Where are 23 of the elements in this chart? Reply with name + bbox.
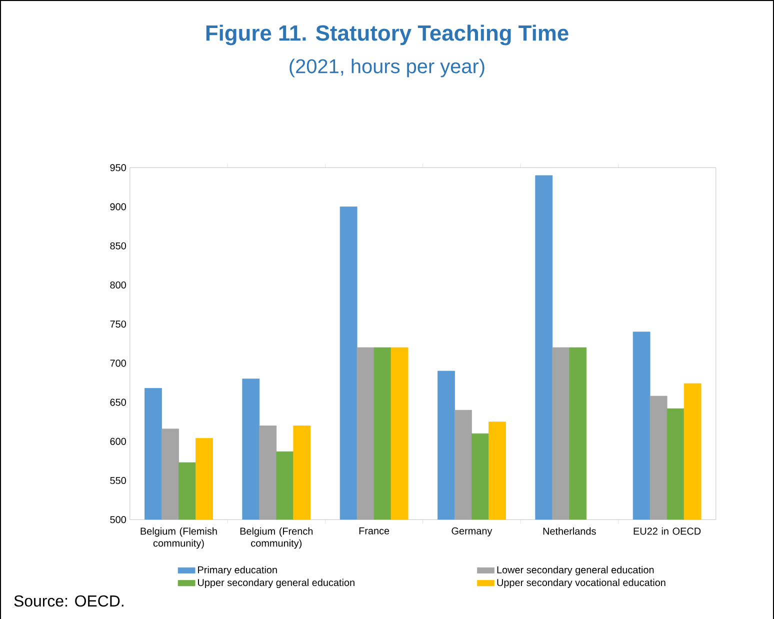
y-tick-label: 800 [110,281,126,289]
x-tick-label: Netherlands [543,527,596,535]
x-tick-label: Belgium (Flemish community) [140,527,217,549]
legend-label: Upper secondary vocational education [497,578,666,588]
legend-label: Upper secondary general education [198,578,354,588]
y-tick-label: 900 [110,203,126,210]
source-note: Source: OECD. [14,595,124,607]
y-tick-label: 700 [110,360,126,367]
x-tick-label: EU22 in OECD [634,527,701,535]
y-tick-label: 650 [110,398,126,406]
y-tick-label: 600 [110,438,126,445]
y-tick-label: 850 [110,242,126,250]
y-tick-label: 550 [110,477,126,484]
x-tick-label: Belgium (French community) [240,527,313,549]
x-tick-label: France [359,527,390,534]
chart-title: Figure 11. Statutory Teaching Time [206,24,568,46]
legend-label: Lower secondary general education [497,566,654,576]
y-tick-label: 500 [110,516,126,524]
chart-subtitle: (2021, hours per year) [290,58,484,78]
x-tick-label: Germany [452,527,492,536]
y-tick-label: 750 [110,320,126,328]
legend-label: Primary education [198,566,277,576]
y-tick-label: 950 [110,164,126,172]
